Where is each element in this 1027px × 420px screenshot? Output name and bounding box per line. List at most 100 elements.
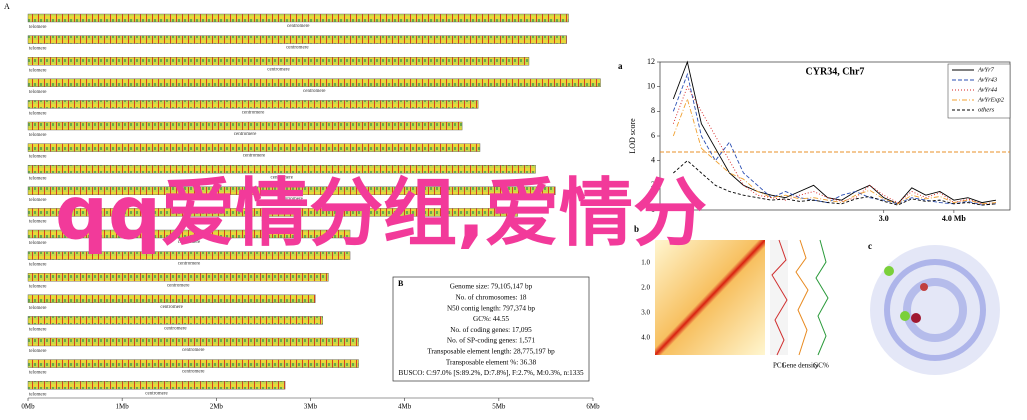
- centromere-label: centromere: [280, 197, 303, 202]
- chromosome-bar: [27, 316, 323, 325]
- telomere-label: telomere: [29, 284, 47, 289]
- chromosome-bar: [27, 359, 359, 368]
- node: [911, 313, 921, 323]
- chromosome-bar: [27, 78, 601, 88]
- legend-label: AvYrExp2: [977, 96, 1005, 103]
- y-axis-label: LOD score: [628, 118, 637, 154]
- centromere-label: centromere: [178, 262, 201, 267]
- telomere-label: telomere: [29, 349, 47, 354]
- y-tick-label: 6: [651, 131, 655, 140]
- chromosome-bar: [27, 229, 351, 239]
- network-core: [903, 278, 967, 342]
- x-tick-label: 4.0 Mb: [942, 214, 967, 223]
- lod-line: [672, 60, 997, 205]
- chromosome-bar: [27, 143, 481, 152]
- centromere-label: centromere: [267, 67, 290, 72]
- legend-label: AvYr7: [977, 66, 995, 73]
- y-tick-label: 12: [647, 57, 655, 66]
- hic-tick-label: 3.0: [641, 309, 650, 317]
- node: [900, 311, 910, 321]
- hic-tick-label: 2.0: [641, 284, 650, 292]
- chromosome-bar: [27, 208, 518, 217]
- genome-map: telomere centromere telomere centromere telo…: [21, 13, 601, 411]
- centromere-label: centromere: [145, 391, 168, 396]
- legend-box: [947, 63, 1011, 119]
- centromere-label: centromere: [167, 283, 190, 288]
- lod-line: [672, 97, 997, 205]
- stats-line: Transposable element %: 36.38: [446, 358, 537, 366]
- y-tick-label: 2: [651, 180, 655, 189]
- track-label: Gene density: [782, 362, 819, 370]
- telomere-label: telomere: [29, 328, 47, 333]
- track-label: PC1: [773, 362, 786, 370]
- telomere-label: telomere: [29, 25, 47, 30]
- hic-tick-label: 4.0: [641, 334, 650, 342]
- telomere-label: telomere: [29, 112, 47, 117]
- centromere-label: centromere: [286, 46, 309, 51]
- panel-label: b: [634, 224, 639, 234]
- centromere-label: centromere: [178, 240, 201, 245]
- telomere-label: telomere: [29, 133, 47, 138]
- lod-plot: CYR34, Chr7 LOD score 0 2 4 6 8 10 12 3.0 4.0 Mb Av…: [628, 57, 1011, 223]
- chromosome-bar: [27, 294, 316, 303]
- network: [870, 245, 1000, 375]
- chromosome-bar: [27, 273, 329, 282]
- centromere-label: centromere: [262, 219, 285, 224]
- centromere-label: centromere: [287, 24, 310, 29]
- chromosome-bar: [27, 13, 569, 23]
- telomere-label: telomere: [29, 155, 47, 160]
- centromere-label: centromere: [234, 132, 257, 137]
- stats-line: Genome size: 79,105,147 bp: [450, 283, 533, 291]
- telomere-label: telomere: [29, 90, 47, 95]
- chromosome-bar: [27, 35, 567, 44]
- hic-tick-label: 1.0: [641, 259, 650, 267]
- x-tick-label: 4Mb: [398, 403, 412, 411]
- chromosome-bar: [27, 164, 536, 174]
- stats-line: No. of coding genes: 17,095: [450, 326, 532, 334]
- chromosome-bar: [27, 381, 286, 390]
- x-tick-label: 5Mb: [492, 403, 506, 411]
- network-cloud: [870, 245, 1000, 375]
- x-tick-label: 6Mb: [586, 403, 600, 411]
- chromosome-bar: [27, 100, 479, 109]
- stats-line: N50 contig length: 797,374 bp: [447, 304, 535, 312]
- node: [884, 266, 894, 276]
- telomere-label: telomere: [29, 263, 47, 268]
- telomere-label: telomere: [29, 68, 47, 73]
- gene-density-line: [795, 239, 809, 356]
- telomere-label: telomere: [29, 176, 47, 181]
- stats-line: Transposable element length: 28,775,197 …: [427, 347, 555, 355]
- panel-label: B: [398, 279, 404, 288]
- x-tick-label: 3.0: [879, 214, 889, 223]
- y-tick-label: 4: [651, 155, 655, 164]
- chromosome-bar: [27, 337, 359, 347]
- lod-line: [672, 72, 997, 206]
- stats-line: BUSCO: C:97.0% [S:89.2%, D:7.8%], F:2.7%…: [398, 369, 583, 377]
- y-tick-label: 10: [647, 81, 655, 90]
- x-tick-label: 3Mb: [304, 403, 318, 411]
- chromosome-bar: [27, 251, 351, 260]
- legend-label: others: [978, 106, 995, 113]
- centromere-label: centromere: [160, 305, 183, 310]
- centromere-label: centromere: [164, 327, 187, 332]
- telomere-label: telomere: [29, 306, 47, 311]
- chromosome-bar: [27, 57, 530, 66]
- centromere-label: centromere: [271, 175, 294, 180]
- telomere-label: telomere: [29, 220, 47, 225]
- telomere-label: telomere: [29, 198, 47, 203]
- telomere-label: telomere: [29, 47, 47, 52]
- gc-line: [815, 239, 829, 356]
- stats-box: [392, 276, 590, 382]
- node: [920, 283, 928, 291]
- centromere-label: centromere: [182, 370, 205, 375]
- legend-label: AvYr43: [977, 76, 998, 83]
- overlay-text: qq爱情分组,爱情分: [55, 171, 707, 257]
- x-tick-label: 1Mb: [116, 403, 130, 411]
- x-tick-label: 2Mb: [210, 403, 224, 411]
- stats-line: No. of chromosomes: 18: [455, 293, 526, 301]
- plot-title: CYR34, Chr7: [806, 66, 865, 77]
- centromere-label: centromere: [242, 111, 265, 116]
- chromosome-bar: [27, 121, 463, 131]
